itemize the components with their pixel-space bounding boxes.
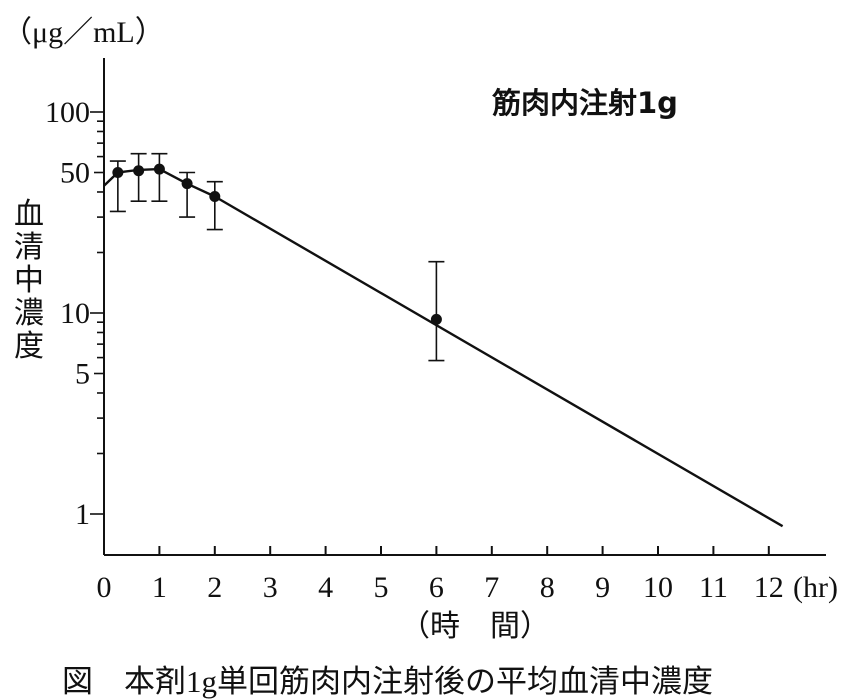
y-tick-label: 50	[60, 157, 90, 190]
x-tick-label: 11	[699, 571, 728, 604]
x-tick-label: 9	[595, 571, 610, 604]
y-tick-label: 100	[45, 96, 90, 129]
data-point	[430, 313, 442, 325]
x-tick-label: 0	[97, 571, 112, 604]
y-axis-title: 血清中濃度	[14, 198, 44, 363]
x-tick-label: 3	[263, 571, 278, 604]
x-tick-label: 4	[318, 571, 333, 604]
data-point	[181, 178, 193, 190]
mean-concentration-curve	[103, 167, 784, 528]
y-tick-label: 10	[60, 297, 90, 330]
x-tick-label: 12	[754, 571, 784, 604]
y-tick-label: 1	[75, 498, 90, 531]
x-tick-label: 7	[484, 571, 499, 604]
x-tick-label: 2	[207, 571, 222, 604]
data-point	[153, 163, 165, 175]
data-point	[112, 167, 124, 179]
y-unit-label: （μg／mL）	[2, 16, 165, 49]
x-axis-title: （時 間）	[400, 610, 550, 643]
data-point	[209, 190, 221, 202]
x-tick-label: 6	[429, 571, 444, 604]
series-label: 筋肉内注射1g	[492, 86, 678, 120]
figure-caption: 図 本剤1g単回筋肉内注射後の平均血清中濃度	[62, 664, 713, 699]
x-unit-label: (hr)	[793, 571, 838, 604]
x-tick-label: 1	[152, 571, 167, 604]
x-tick-label: 5	[374, 571, 389, 604]
y-tick-label: 5	[75, 358, 90, 391]
data-point	[133, 165, 145, 177]
x-tick-label: 8	[540, 571, 555, 604]
x-tick-label: 10	[643, 571, 673, 604]
